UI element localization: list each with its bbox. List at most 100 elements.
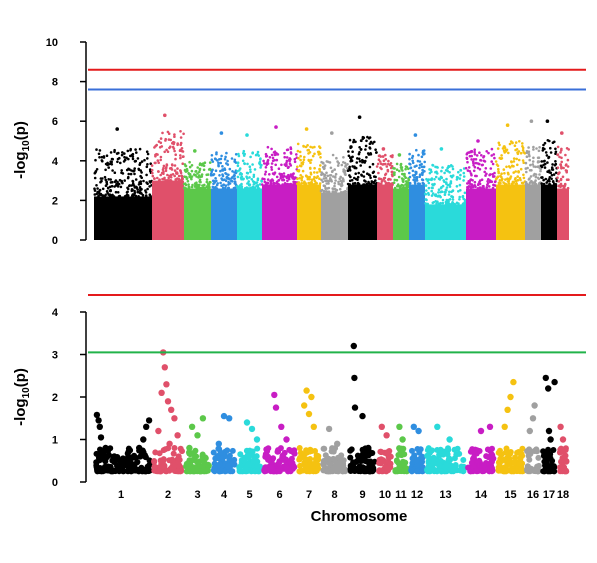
- chrom-13-top-point: [424, 193, 428, 196]
- chrom-17-top-point: [542, 182, 546, 186]
- chrom-4-top-point: [215, 183, 219, 187]
- chrom-15-bottom-point: [497, 455, 504, 462]
- chrom-3-top-point: [186, 169, 189, 172]
- chrom-8-top-point: [327, 182, 330, 185]
- bottom-y-axis-title: -log10(p): [12, 368, 32, 426]
- chrom-3-top-points: [183, 149, 213, 240]
- chrom-1-top-point: [113, 150, 116, 154]
- chrom-12-top-point: [411, 174, 415, 177]
- chrom-6-top-point: [270, 178, 274, 181]
- chrom-18-top-point: [557, 172, 560, 176]
- chrom-13-dense-block: [425, 204, 466, 240]
- chrom-2-top-point: [168, 179, 171, 182]
- chrom-8-top-point: [346, 163, 349, 166]
- chrom-6-top-point: [287, 173, 290, 177]
- chrom-1-signal-point: [136, 444, 143, 452]
- chrom-6-top-point: [268, 156, 272, 159]
- chrom-8-top-point: [342, 156, 345, 159]
- chrom-5-top-point: [256, 184, 260, 187]
- chrom-17-bottom-point: [544, 456, 551, 462]
- chrom-12-bottom-point: [408, 467, 415, 474]
- chrom-8-top-point: [322, 184, 326, 187]
- chrom-2-bottom-point: [170, 450, 177, 457]
- chrom-14-top-point: [482, 187, 486, 190]
- chrom-13-top-point: [451, 189, 455, 193]
- chrom-15-top-point: [521, 159, 525, 162]
- chrom-1-signal-point: [125, 457, 132, 464]
- chrom-15-top-point: [522, 161, 525, 164]
- chrom-18-top-point: [558, 155, 561, 159]
- chrom-4-top-point: [233, 160, 236, 163]
- chrom-6-top-point: [264, 166, 268, 169]
- chrom-9-top-point: [372, 170, 376, 174]
- chrom-18-top-point: [564, 153, 567, 157]
- chrom-15-top-point: [519, 151, 523, 155]
- chrom-13-top-point: [431, 192, 435, 195]
- chrom-13-top-point: [456, 176, 460, 179]
- chrom-12-top-point: [418, 160, 422, 163]
- chrom-16-top-point: [528, 158, 531, 162]
- chrom-2-top-point: [166, 130, 170, 134]
- chrom-13-top-point: [427, 193, 431, 196]
- chrom-14-top-point: [468, 170, 472, 173]
- top-y-tick-label: 2: [52, 195, 58, 207]
- chrom-1-top-point: [95, 168, 99, 171]
- chrom-9-top-point: [365, 139, 368, 143]
- chromosome-label-7: 7: [306, 489, 312, 501]
- chrom-11-top-point: [395, 162, 399, 166]
- chrom-17-top-point: [548, 180, 551, 183]
- chrom-6-bottom-point: [268, 464, 275, 470]
- chrom-8-top-point: [340, 184, 343, 188]
- chrom-1-signal-point: [93, 411, 101, 419]
- chrom-1-bottom-point: [100, 468, 107, 475]
- chrom-2-top-point: [157, 161, 160, 164]
- chrom-9-top-point: [362, 175, 366, 178]
- chrom-1-bottom-point: [93, 450, 100, 457]
- chrom-8-top-point: [323, 165, 326, 168]
- chrom-2-top-point: [163, 150, 166, 154]
- chrom-3-signal-point: [199, 415, 207, 422]
- chrom-12-top-point: [417, 183, 421, 186]
- chrom-13-bottom-point: [451, 455, 458, 462]
- chrom-13-top-point: [430, 194, 434, 197]
- chrom-2-top-point: [165, 163, 169, 166]
- chrom-6-top-peak: [274, 125, 278, 129]
- chrom-5-top-point: [242, 149, 246, 153]
- chrom-4-top-point: [230, 157, 234, 160]
- chrom-4-top-point: [211, 185, 215, 189]
- chrom-13-top-point: [451, 202, 454, 206]
- chrom-1-top-point: [137, 183, 141, 186]
- chrom-2-top-peak: [163, 113, 167, 118]
- chrom-5-bottom-points: [236, 419, 263, 475]
- chrom-9-top-point: [370, 183, 373, 186]
- chrom-17-top-point: [550, 166, 554, 169]
- chrom-2-top-point: [157, 179, 161, 182]
- chrom-15-top-point: [521, 181, 525, 185]
- chrom-11-top-point: [404, 167, 407, 171]
- chrom-11-top-point: [393, 167, 396, 170]
- chrom-13-top-point: [461, 203, 465, 206]
- chrom-4-bottom-point: [231, 456, 238, 463]
- chrom-13-signal-point: [446, 436, 453, 443]
- chrom-7-top-point: [296, 177, 299, 180]
- chrom-1-top-point: [94, 170, 98, 173]
- chrom-5-top-point: [238, 169, 241, 172]
- chrom-7-top-point: [313, 183, 316, 186]
- chrom-11-top-point: [402, 184, 405, 187]
- chrom-6-top-point: [293, 157, 297, 161]
- chrom-11-top-point: [401, 186, 405, 190]
- chrom-1-top-point: [109, 178, 112, 181]
- chrom-9-top-point: [354, 172, 358, 175]
- chrom-1-top-point: [146, 152, 150, 156]
- chrom-13-top-point: [451, 167, 455, 171]
- chrom-12-top-point: [420, 155, 424, 159]
- chrom-14-top-point: [491, 186, 495, 190]
- chrom-13-top-point: [437, 177, 441, 180]
- chrom-6-top-point: [292, 180, 295, 184]
- chrom-9-top-point: [358, 157, 361, 161]
- chrom-13-top-point: [434, 175, 438, 179]
- chrom-13-top-point: [427, 186, 431, 190]
- top-y-tick-label: 6: [52, 116, 58, 128]
- chrom-14-top-point: [491, 162, 495, 166]
